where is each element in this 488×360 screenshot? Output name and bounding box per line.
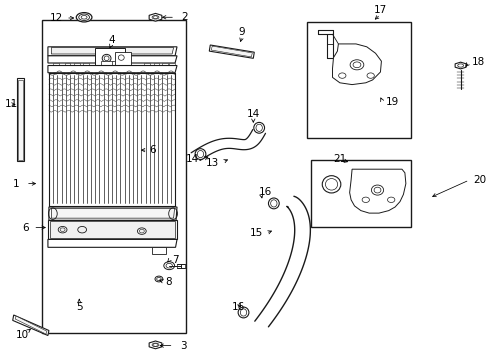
Ellipse shape (238, 307, 248, 318)
Text: 8: 8 (165, 276, 172, 287)
Polygon shape (51, 48, 173, 54)
Text: 13: 13 (205, 158, 219, 168)
Bar (162, 63, 168, 66)
Bar (112, 61, 121, 65)
Polygon shape (349, 169, 405, 213)
Text: 14: 14 (186, 154, 199, 164)
Bar (143, 63, 149, 66)
Polygon shape (149, 13, 162, 21)
Polygon shape (50, 221, 174, 238)
Text: 10: 10 (16, 330, 28, 340)
Ellipse shape (195, 149, 205, 159)
Ellipse shape (268, 198, 279, 209)
Bar (101, 61, 113, 65)
Polygon shape (49, 207, 177, 220)
Bar (17, 78, 24, 161)
Text: 9: 9 (238, 27, 245, 37)
Text: 6: 6 (22, 222, 29, 233)
Text: 17: 17 (373, 5, 386, 15)
Polygon shape (13, 315, 49, 336)
Bar (169, 63, 175, 66)
Bar (153, 63, 159, 66)
Bar (41, 20, 185, 333)
Text: 18: 18 (471, 57, 484, 67)
Polygon shape (48, 239, 177, 247)
Polygon shape (95, 48, 124, 65)
Polygon shape (115, 52, 131, 66)
Polygon shape (51, 208, 174, 218)
Text: 3: 3 (180, 341, 186, 351)
Polygon shape (15, 316, 47, 334)
Polygon shape (151, 247, 166, 254)
Bar (306, 22, 410, 138)
Bar (82, 63, 88, 66)
Polygon shape (48, 47, 177, 56)
Text: 4: 4 (108, 35, 115, 45)
Bar (53, 63, 59, 66)
Text: 19: 19 (385, 96, 398, 107)
Bar (74, 63, 80, 66)
Text: 16: 16 (259, 186, 272, 197)
Polygon shape (209, 45, 254, 58)
Text: 12: 12 (49, 13, 62, 23)
Polygon shape (454, 62, 465, 69)
Polygon shape (211, 46, 252, 57)
Text: 20: 20 (472, 175, 486, 185)
Text: 1: 1 (13, 179, 20, 189)
Text: 5: 5 (76, 302, 82, 312)
Polygon shape (48, 66, 177, 73)
Text: 21: 21 (332, 154, 346, 164)
Ellipse shape (79, 14, 89, 21)
Polygon shape (48, 56, 177, 63)
Ellipse shape (76, 13, 92, 22)
Text: 7: 7 (172, 255, 179, 265)
Text: 6: 6 (149, 145, 156, 155)
Polygon shape (332, 44, 381, 85)
Ellipse shape (322, 176, 340, 193)
Polygon shape (48, 220, 177, 239)
Bar (64, 63, 70, 66)
Text: 11: 11 (5, 99, 18, 109)
Ellipse shape (253, 122, 264, 133)
Polygon shape (149, 341, 162, 349)
Bar (18, 80, 23, 160)
Text: 2: 2 (181, 12, 187, 22)
Text: 16: 16 (231, 302, 245, 312)
Bar (310, 160, 410, 227)
Text: 15: 15 (249, 228, 263, 238)
Text: 14: 14 (246, 109, 260, 120)
